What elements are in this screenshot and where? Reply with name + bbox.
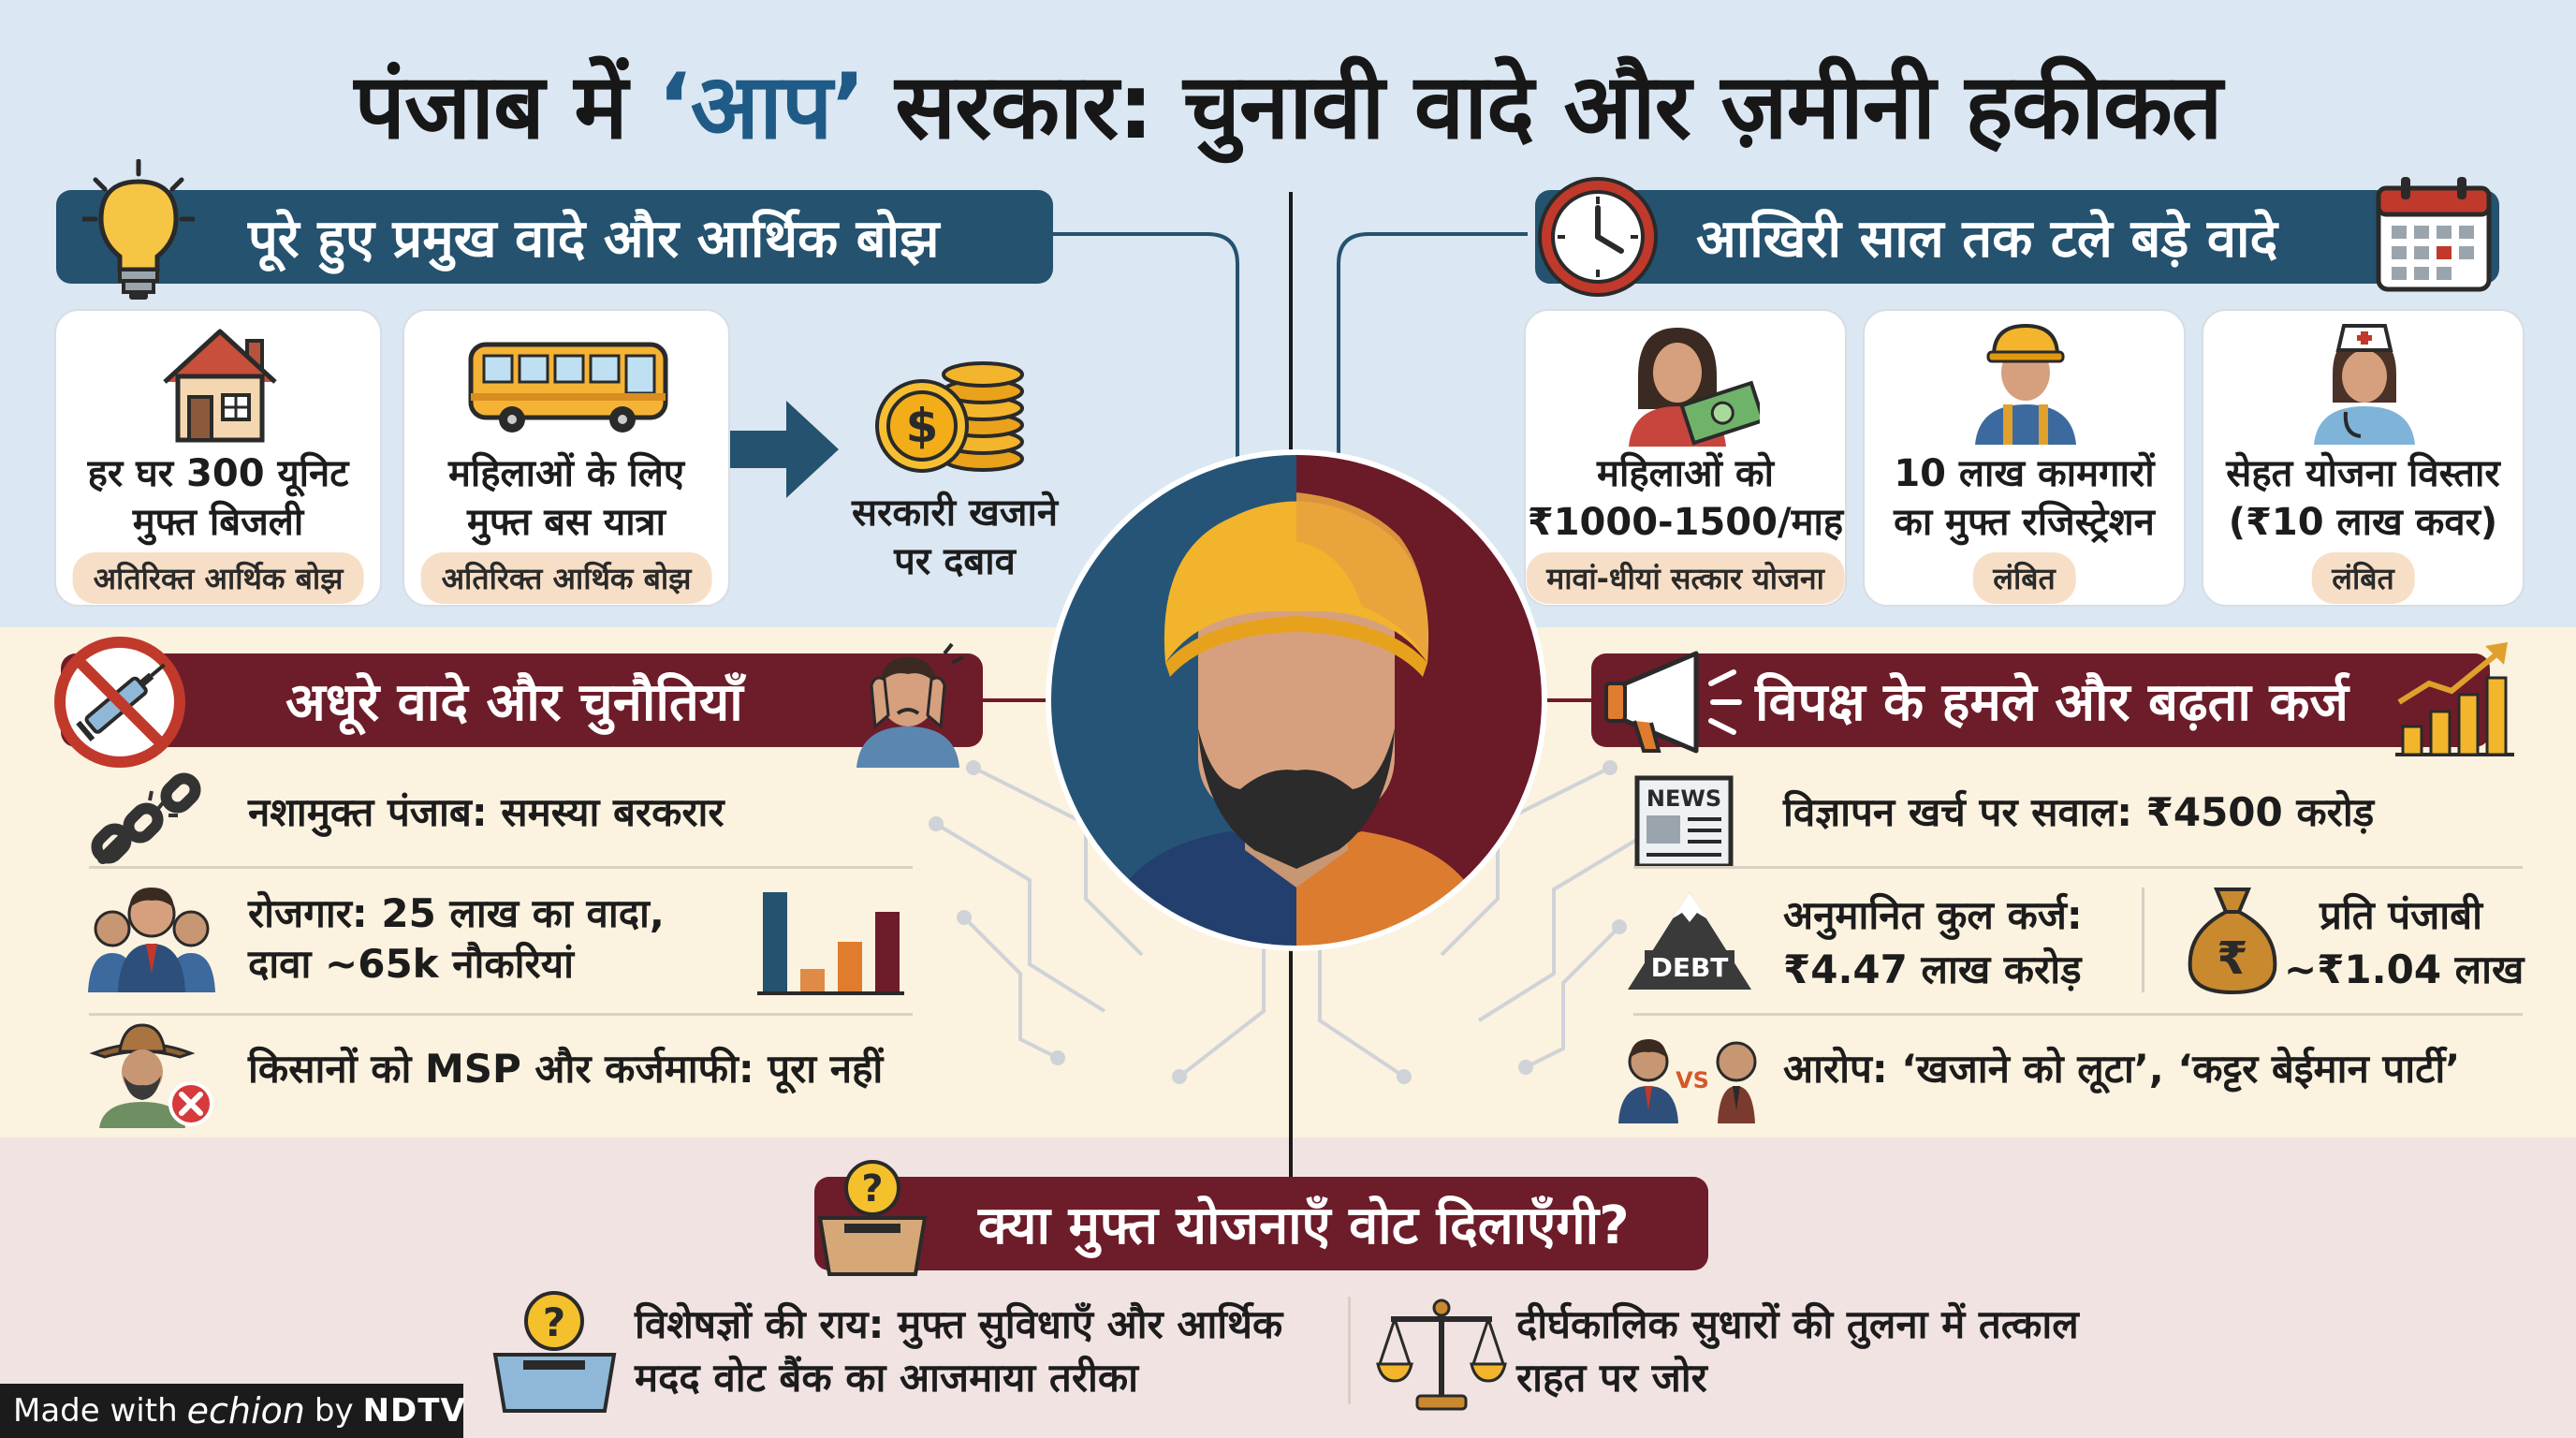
debt-label: DEBT [1651, 952, 1729, 983]
newspaper-icon: NEWS [1634, 775, 1734, 869]
card-women-allowance: महिलाओं को ₹1000-1500/माह मावां-धीयां सत… [1524, 309, 1847, 607]
jobs-text-line2: दावा ~65k नौकरियां [248, 941, 574, 987]
delayed-heading: आखिरी साल तक टले बड़े वादे [1535, 190, 2499, 284]
per-capita-line1: प्रति पंजाबी [2319, 892, 2483, 938]
people-icon [88, 888, 215, 992]
status-badge: अतिरिक्त आर्थिक बोझ [72, 552, 364, 604]
footer-badge[interactable]: Made with echion by NDTV [0, 1384, 466, 1438]
house-icon [163, 329, 277, 443]
card-label-line1: हर घर 300 यूनिट [87, 452, 349, 495]
card-worker-registration: 10 लाख कामगारों का मुफ्त रजिस्ट्रेशन लंब… [1863, 309, 2186, 607]
page-title: पंजाब में ‘आप’ सरकार: चुनावी वादे और ज़म… [354, 54, 2223, 159]
footer-made-with: Made with [13, 1392, 178, 1430]
card-label-line1: 10 लाख कामगारों [1894, 452, 2155, 495]
news-label: NEWS [1647, 785, 1721, 812]
ballot-box-icon: ? [817, 1160, 928, 1276]
jobs-bar-chart-icon [757, 892, 904, 995]
status-badge: अतिरिक्त आर्थिक बोझ [420, 552, 712, 604]
card-free-bus: महिलाओं के लिए मुफ्त बस यात्रा अतिरिक्त … [402, 309, 730, 607]
divider-line [1348, 1297, 1351, 1404]
card-label-line2: मुफ्त बिजली [132, 501, 304, 544]
ad-spend-text: विज्ञापन खर्च पर सवाल: ₹4500 करोड़ [1783, 789, 2375, 835]
calendar-icon [2376, 177, 2492, 292]
total-debt-line2: ₹4.47 लाख करोड़ [1783, 946, 2082, 992]
coins-icon: $ [875, 361, 1024, 473]
per-capita-line2: ~₹1.04 लाख [2284, 946, 2525, 992]
jobs-bar-1 [763, 892, 787, 991]
clock-icon [1538, 177, 1658, 297]
card-label-line2: मुफ्त बस यात्रा [466, 501, 666, 544]
lightbulb-icon [82, 159, 195, 300]
divider-line [89, 1013, 913, 1016]
jobs-text-line1: रोजगार: 25 लाख का वादा, [248, 890, 665, 936]
divider-line [2142, 888, 2144, 992]
freebies-heading: क्या मुफ्त योजनाएँ वोट दिलाएँगी? [814, 1177, 1708, 1270]
card-free-electricity: हर घर 300 यूनिट मुफ्त बिजली अतिरिक्त आर्… [54, 309, 382, 607]
money-bag-icon: ₹ [2188, 888, 2277, 995]
footer-brand: echion [186, 1390, 305, 1431]
scales-icon [1376, 1299, 1507, 1411]
question-mark: ? [543, 1299, 565, 1345]
farmer-cross-icon [89, 1023, 213, 1128]
stressed-person-icon [856, 642, 964, 768]
expert-opinion-line2: मदद वोट बैंक का आजमाया तरीका [635, 1355, 1139, 1401]
card-label-line2: ₹1000-1500/माह [1527, 501, 1844, 544]
divider-line [1633, 1013, 2523, 1016]
farmers-msp-text: किसानों को MSP और कर्जमाफी: पूरा नहीं [248, 1046, 884, 1092]
footer-ndtv: NDTV [362, 1392, 466, 1430]
politicians-versus-icon: VS [1618, 1039, 1757, 1123]
long-term-reform-line2: राहत पर जोर [1516, 1355, 1707, 1401]
arrow-right-icon [730, 401, 839, 498]
status-badge: लंबित [2311, 552, 2415, 604]
footer-by: by [314, 1392, 354, 1430]
svg-text:$: $ [906, 399, 939, 453]
ballot-box-icon: ? [492, 1291, 617, 1413]
nurse-icon [2314, 324, 2415, 445]
card-health-scheme: सेहत योजना विस्तार (₹10 लाख कवर) लंबित [2202, 309, 2525, 607]
jobs-bar-3 [838, 942, 862, 991]
expert-opinion-line1: विशेषज्ञों की राय: मुफ्त सुविधाएँ और आर्… [635, 1301, 1283, 1347]
card-label-line1: सेहत योजना विस्तार [2226, 452, 2500, 495]
divider-line [89, 866, 913, 869]
bus-icon [468, 342, 668, 433]
status-badge: लंबित [1972, 552, 2076, 604]
long-term-reform-line1: दीर्घकालिक सुधारों की तुलना में तत्काल [1516, 1301, 2079, 1347]
broken-chain-icon [91, 772, 201, 864]
status-badge: मावां-धीयां सत्कार योजना [1526, 552, 1845, 604]
woman-money-icon [1629, 328, 1760, 447]
card-label-line2: का मुफ्त रजिस्ट्रेशन [1894, 501, 2155, 544]
rising-chart-icon [2395, 642, 2514, 756]
allegation-text: आरोप: ‘खजाने को लूटा’, ‘कट्टर बेईमान पार… [1783, 1046, 2461, 1092]
jobs-bar-4 [875, 912, 900, 991]
divider-line [1633, 866, 2523, 869]
debt-mountain-icon: DEBT [1628, 892, 1751, 990]
card-label-line1: महिलाओं को [1597, 452, 1774, 495]
rupee-symbol: ₹ [2217, 932, 2247, 985]
treasury-pressure-line1: सरकारी खजाने [851, 492, 1059, 535]
versus-label: VS [1676, 1067, 1709, 1093]
jobs-bar-2 [800, 969, 825, 991]
card-label-line1: महिलाओं के लिए [447, 452, 685, 495]
worker-icon [1975, 323, 2076, 445]
treasury-pressure-line2: पर दबाव [894, 540, 1016, 583]
fulfilled-heading: पूरे हुए प्रमुख वादे और आर्थिक बोझ [56, 190, 1053, 284]
no-drugs-icon [54, 637, 185, 768]
card-label-line2: (₹10 लाख कवर) [2228, 501, 2498, 544]
incomplete-heading: अधूरे वादे और चुनौतियाँ [61, 653, 983, 747]
turbaned-man-portrait-icon [1046, 449, 1547, 951]
drug-free-punjab-text: नशामुक्त पंजाब: समस्या बरकरार [248, 789, 724, 835]
question-mark: ? [861, 1167, 883, 1211]
total-debt-line1: अनुमानित कुल कर्ज: [1783, 892, 2083, 938]
megaphone-icon [1604, 651, 1742, 754]
